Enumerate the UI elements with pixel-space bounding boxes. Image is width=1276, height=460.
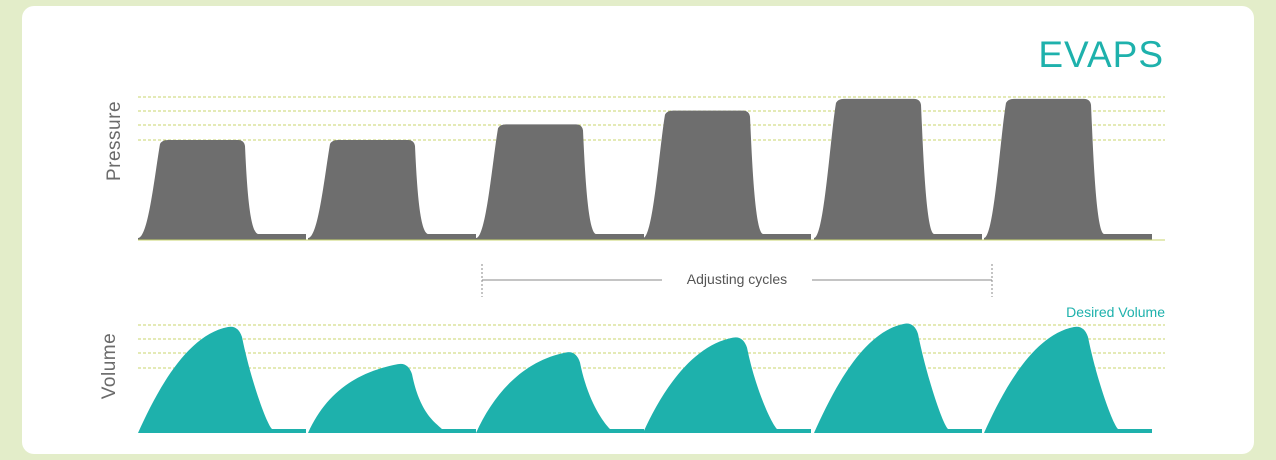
volume-cycle [643, 337, 811, 433]
pressure-waveform [138, 98, 1152, 240]
volume-waveform [138, 323, 1152, 433]
volume-guide-lines [138, 324, 1165, 369]
volume-cycle [476, 352, 644, 433]
pressure-cycle [476, 124, 644, 240]
adjusting-cycles-label: Adjusting cycles [662, 271, 812, 287]
volume-cycle [814, 323, 982, 433]
pressure-cycle [643, 110, 811, 240]
pressure-guide-lines [138, 96, 1165, 141]
pressure-cycle [814, 98, 982, 240]
pressure-cycle [308, 140, 476, 240]
pressure-cycle [138, 140, 306, 240]
pressure-cycle [984, 98, 1152, 240]
diagram-title: EVAPS [1038, 34, 1164, 75]
volume-cycle [138, 326, 306, 433]
volume-cycle [308, 363, 476, 433]
desired-volume-label: Desired Volume [1066, 304, 1165, 320]
volume-cycle [984, 326, 1152, 433]
